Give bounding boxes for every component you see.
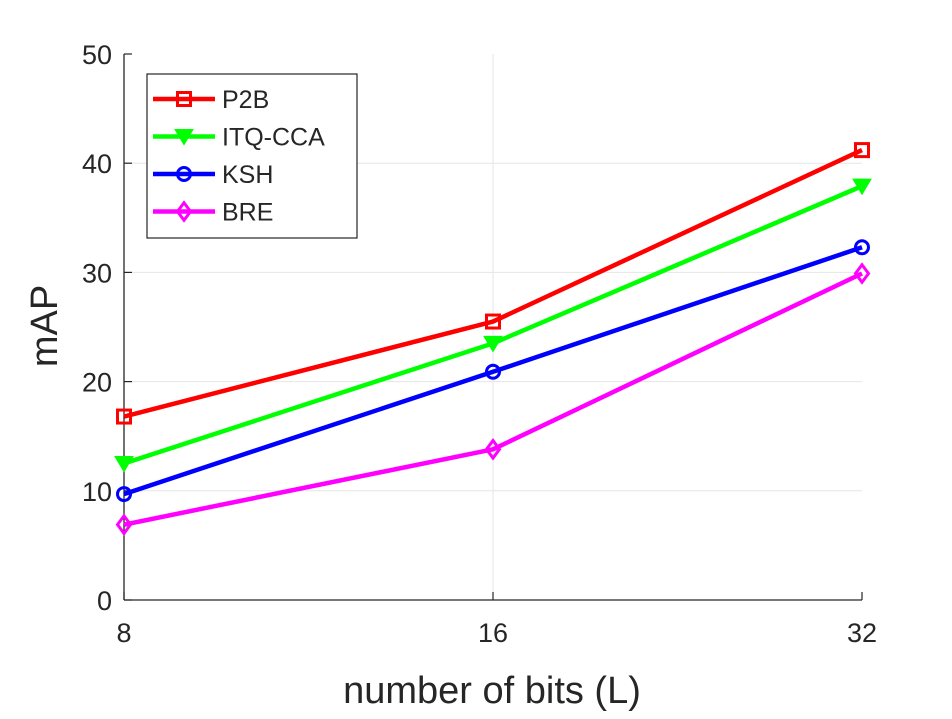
y-tick-label: 40: [82, 149, 112, 179]
legend-label: KSH: [222, 161, 273, 189]
data-point: [853, 262, 871, 285]
y-tick-label: 30: [82, 258, 112, 288]
data-point: [115, 513, 133, 536]
series-line: [123, 245, 863, 497]
series-p2b: [116, 142, 870, 425]
y-axis-title: mAP: [24, 285, 66, 367]
legend-entry: P2B: [153, 86, 269, 114]
x-tick-label: 32: [847, 618, 877, 648]
series-line: [123, 148, 863, 419]
legend-label: BRE: [222, 199, 273, 227]
series-itq-cca: [114, 178, 872, 473]
legend-entry: KSH: [153, 161, 273, 189]
x-axis-title: number of bits (L): [343, 670, 641, 712]
legend-marker: [176, 166, 192, 182]
data-point: [854, 142, 870, 159]
series-line: [123, 271, 863, 527]
legend: P2B ITQ-CCA KSH BRE: [146, 73, 358, 239]
data-point: [116, 408, 132, 425]
x-tick-label: 8: [116, 618, 131, 648]
series-group: [114, 142, 872, 536]
series-ksh: [116, 239, 870, 503]
legend-marker: [175, 200, 193, 223]
y-tick-label: 0: [97, 586, 112, 616]
data-point: [854, 239, 870, 256]
axes: [123, 53, 863, 601]
data-point: [852, 178, 872, 196]
data-point: [483, 335, 503, 353]
tick-labels: 0 10 20 30 40 50 8 16 32: [82, 40, 877, 648]
y-tick-label: 50: [82, 40, 112, 70]
data-point: [485, 363, 501, 380]
legend-entry: BRE: [153, 199, 273, 227]
data-point: [114, 456, 134, 473]
legend-marker: [174, 129, 194, 146]
y-tick-label: 20: [82, 368, 112, 398]
y-tick-label: 10: [82, 477, 112, 507]
series-bre: [115, 262, 871, 536]
data-point: [485, 313, 501, 330]
legend-label: ITQ-CCA: [222, 124, 325, 152]
x-tick-label: 16: [478, 618, 508, 648]
legend-marker: [176, 91, 192, 107]
data-point: [116, 486, 132, 503]
data-point: [484, 438, 502, 461]
legend-label: P2B: [222, 86, 269, 114]
legend-entry: ITQ-CCA: [153, 124, 325, 152]
